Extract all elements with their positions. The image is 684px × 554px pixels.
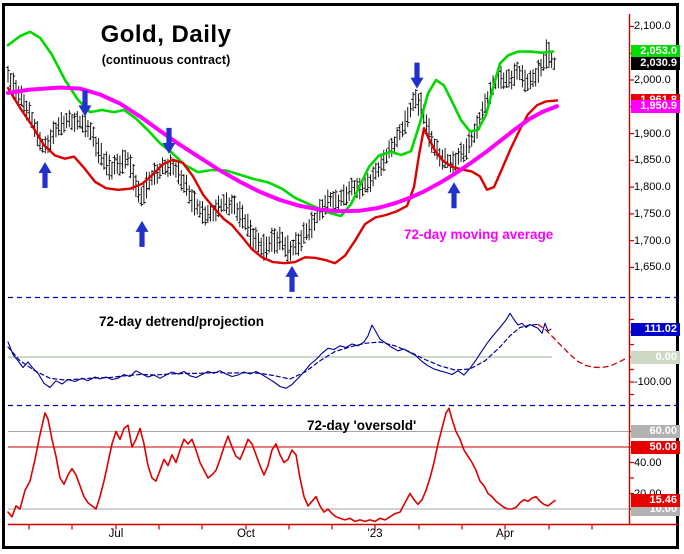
oversold-tick-label: 40.00: [634, 456, 662, 469]
oversold_line-line: [7, 407, 556, 523]
oversold-value-badge: 50.00: [631, 440, 680, 454]
price-tick-label: 1,700.0: [634, 234, 671, 247]
chart-border-frame: [2, 3, 679, 549]
detrend_dashed_smooth-line: [7, 323, 539, 381]
price-tick-label: 1,800.0: [634, 181, 671, 194]
sell-arrow-icon: [162, 127, 176, 154]
sell-arrow-icon: [78, 90, 92, 117]
x-axis-label-Oct: Oct: [237, 528, 255, 540]
price-tick-label: 1,650.0: [634, 261, 671, 274]
chart-title: Gold, Daily: [100, 21, 232, 48]
oversold-value-badge: 60.00: [631, 425, 680, 438]
detrend_solid-line: [7, 312, 552, 389]
red_ma-line: [6, 86, 559, 265]
x-axis-label-23: '23: [367, 528, 383, 540]
x-axis-label-Apr: Apr: [496, 528, 514, 540]
detrend-value-badge: 0.00: [631, 350, 680, 364]
price-value-badge: 2,030.9: [631, 56, 680, 70]
projection_dashed-line: [537, 323, 626, 369]
chart-subtitle: (continuous contract): [101, 53, 231, 67]
price-tick-label: 2,100.0: [634, 20, 671, 33]
price-tick-label: 1,900.0: [634, 127, 671, 140]
price-tick-label: 1,750.0: [634, 207, 671, 220]
buy-arrow-icon: [285, 265, 299, 292]
x-axis-label-Jul: Jul: [108, 528, 124, 540]
ohlc-bars: [6, 39, 557, 262]
price-value-badge: 2,053.0: [631, 45, 680, 59]
price-tick-label: 1,850.0: [634, 154, 671, 167]
detrend-annotation: 72-day detrend/projection: [99, 314, 265, 329]
buy-arrow-icon: [135, 220, 149, 247]
price-tick-label: 2,000.0: [634, 74, 671, 86]
oversold-annotation: 72-day 'oversold': [307, 418, 417, 433]
price-value-badge: 1,950.9: [631, 99, 680, 113]
sell-arrow-icon: [410, 62, 424, 89]
detrend-tick-label: -100.00: [634, 376, 672, 388]
buy-arrow-icon: [447, 182, 461, 209]
moving-average-annotation: 72-day moving average: [404, 227, 554, 242]
buy-arrow-icon: [38, 161, 52, 188]
oversold-value-badge: 15.46: [631, 494, 680, 508]
magenta_72day_ma-line: [6, 85, 559, 214]
detrend-value-badge: 111.02: [631, 322, 680, 336]
